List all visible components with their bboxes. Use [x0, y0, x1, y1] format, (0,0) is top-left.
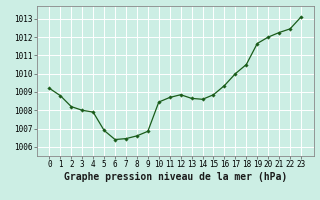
X-axis label: Graphe pression niveau de la mer (hPa): Graphe pression niveau de la mer (hPa) — [64, 172, 287, 182]
